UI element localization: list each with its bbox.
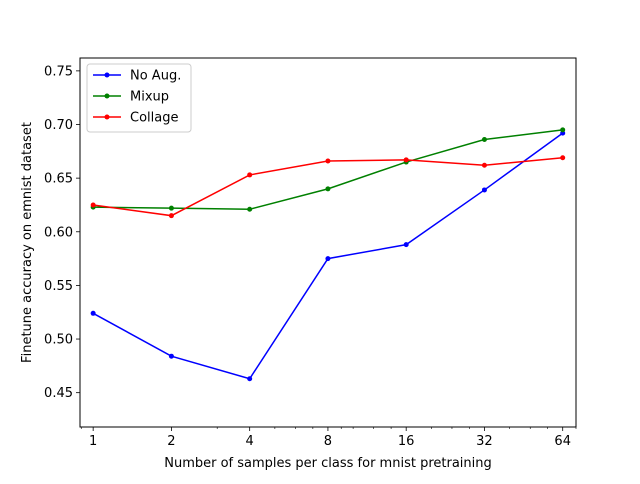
data-point (403, 242, 409, 248)
y-tick-label: 0.45 (44, 386, 73, 401)
y-axis: 0.45 0.50 0.55 0.60 0.65 0.70 0.75 (44, 64, 80, 401)
x-axis: 1 2 4 8 16 32 64 (80, 427, 577, 449)
series-layer (90, 127, 566, 382)
data-point (325, 256, 331, 262)
legend-marker (104, 72, 110, 78)
y-tick-label: 0.70 (44, 118, 73, 133)
legend-item: No Aug. (93, 69, 181, 84)
legend-marker (104, 93, 110, 99)
y-tick-label: 0.55 (44, 279, 73, 294)
data-point (247, 376, 253, 382)
legend-marker (104, 114, 110, 120)
x-tick-label: 2 (167, 434, 175, 449)
legend: No Aug. Mixup Collage (86, 63, 192, 133)
data-point (168, 205, 174, 211)
legend-item: Collage (93, 111, 178, 126)
data-point (560, 155, 566, 161)
y-axis-label: Finetune accuracy on emnist dataset (20, 122, 35, 363)
data-point (325, 158, 331, 164)
data-point (481, 137, 487, 143)
plot-frame (79, 57, 577, 428)
data-point (481, 162, 487, 168)
data-point (90, 202, 96, 208)
series-2 (90, 155, 566, 219)
legend-box (86, 63, 192, 133)
x-tick-label: 4 (246, 434, 254, 449)
x-tick-label: 32 (476, 434, 493, 449)
legend-item: Mixup (93, 90, 169, 105)
y-tick-label: 0.50 (44, 333, 73, 348)
data-point (247, 172, 253, 178)
legend-label: Mixup (130, 90, 169, 105)
data-point (481, 187, 487, 193)
data-point (90, 310, 96, 316)
data-point (168, 353, 174, 359)
x-tick-label: 8 (324, 434, 332, 449)
data-point (168, 213, 174, 219)
data-point (325, 186, 331, 192)
x-tick-label: 16 (398, 434, 415, 449)
data-point (247, 206, 253, 212)
legend-label: No Aug. (130, 69, 181, 84)
data-point (560, 127, 566, 133)
y-tick-label: 0.60 (44, 225, 73, 240)
y-tick-label: 0.75 (44, 64, 73, 79)
data-point (403, 157, 409, 163)
x-axis-label: Number of samples per class for mnist pr… (164, 456, 492, 471)
x-tick-label: 1 (89, 434, 97, 449)
x-tick-label: 64 (554, 434, 571, 449)
legend-label: Collage (130, 111, 178, 126)
y-tick-label: 0.65 (44, 172, 73, 187)
